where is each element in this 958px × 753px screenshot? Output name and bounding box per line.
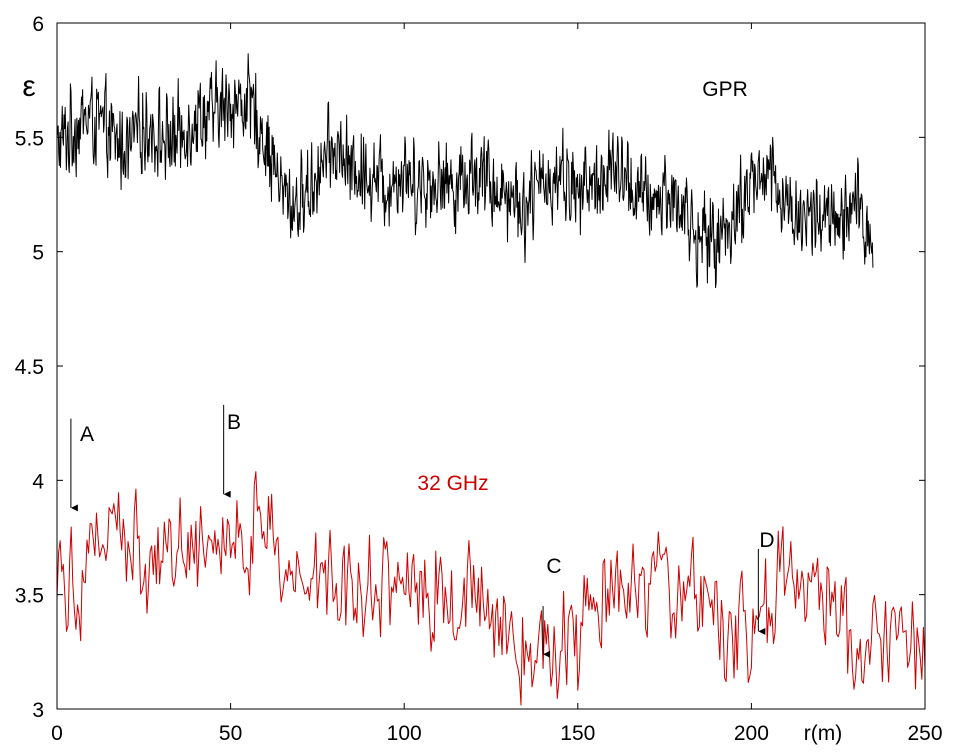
x-tick-label: 200 (734, 722, 769, 745)
annotation-label-c: C (546, 555, 561, 578)
x-tick-label: 150 (560, 722, 595, 745)
y-tick-label: 3 (32, 699, 44, 722)
x-tick-label: 0 (51, 722, 63, 745)
annotation-layer: GPR 32 GHz A B C D (70, 78, 775, 658)
x-axis-label: r(m) (804, 722, 842, 745)
series-line-0 (57, 53, 874, 289)
x-axis: 0 50 100 150 200 250 (51, 23, 943, 745)
x-tick-label: 50 (219, 722, 242, 745)
series-layer (57, 53, 925, 706)
x-tick-label: 250 (907, 722, 942, 745)
y-axis-label: ε (22, 70, 35, 103)
x-tick-label: 100 (387, 722, 422, 745)
plot-frame (56, 22, 926, 710)
y-tick-label: 4 (32, 470, 44, 493)
annotation-label-gpr: GPR (702, 78, 748, 101)
y-tick-label: 6 (32, 13, 44, 36)
series-line-1 (57, 471, 925, 706)
y-tick-label: 3.5 (15, 585, 44, 608)
annotation-label-32-ghz: 32 GHz (417, 472, 488, 495)
y-tick-label: 5.5 (15, 127, 44, 150)
annotation-label-b: B (227, 411, 241, 434)
annotation-label-d: D (759, 529, 774, 552)
y-axis: 3 3.5 4 4.5 5 5.5 6 (15, 13, 925, 722)
y-tick-label: 4.5 (15, 356, 44, 379)
y-tick-label: 5 (32, 242, 44, 265)
annotation-label-a: A (80, 423, 94, 446)
